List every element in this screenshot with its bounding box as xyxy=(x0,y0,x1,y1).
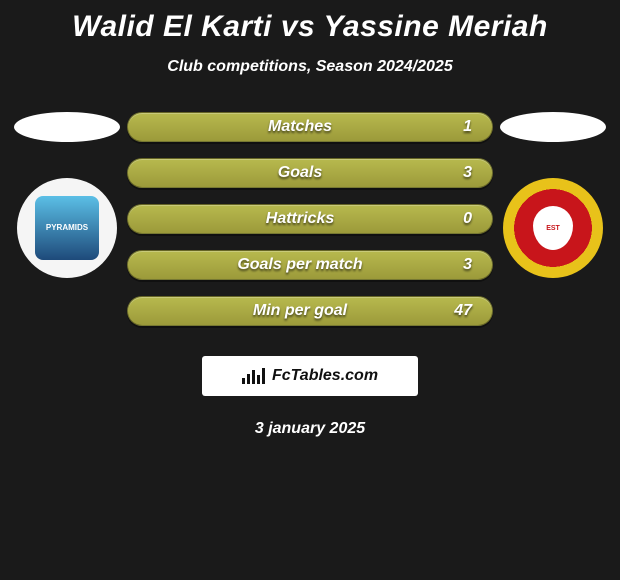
stat-bar: Min per goal 47 xyxy=(127,296,493,326)
stat-value: 0 xyxy=(334,210,472,228)
left-player-photo-placeholder xyxy=(14,112,120,142)
stat-bar: Goals 3 xyxy=(127,158,493,188)
stat-label: Goals xyxy=(278,164,322,182)
date-line: 3 january 2025 xyxy=(0,420,620,438)
brand-badge: FcTables.com xyxy=(202,356,418,396)
left-team-crest-label: PYRAMIDS xyxy=(35,196,99,260)
brand-bars-icon xyxy=(242,368,265,384)
stat-bar: Goals per match 3 xyxy=(127,250,493,280)
stat-value: 3 xyxy=(363,256,472,274)
stat-label: Matches xyxy=(268,118,332,136)
stat-bar: Hattricks 0 xyxy=(127,204,493,234)
left-column: PYRAMIDS xyxy=(7,112,127,278)
stat-label: Min per goal xyxy=(253,302,347,320)
stat-value: 1 xyxy=(332,118,472,136)
stat-label: Hattricks xyxy=(266,210,334,228)
comparison-card: Walid El Karti vs Yassine Meriah Club co… xyxy=(0,0,620,448)
stat-label: Goals per match xyxy=(237,256,362,274)
page-title: Walid El Karti vs Yassine Meriah xyxy=(0,10,620,44)
right-team-crest-label: EST xyxy=(533,206,573,250)
right-player-photo-placeholder xyxy=(500,112,606,142)
main-area: PYRAMIDS Matches 1 Goals 3 Hattricks 0 G… xyxy=(0,112,620,326)
subtitle: Club competitions, Season 2024/2025 xyxy=(0,58,620,76)
stat-bar: Matches 1 xyxy=(127,112,493,142)
stats-bars: Matches 1 Goals 3 Hattricks 0 Goals per … xyxy=(127,112,493,326)
right-team-crest: EST xyxy=(503,178,603,278)
stat-value: 47 xyxy=(347,302,472,320)
left-team-crest: PYRAMIDS xyxy=(17,178,117,278)
stat-value: 3 xyxy=(322,164,472,182)
right-column: EST xyxy=(493,112,613,278)
brand-text: FcTables.com xyxy=(272,367,378,385)
